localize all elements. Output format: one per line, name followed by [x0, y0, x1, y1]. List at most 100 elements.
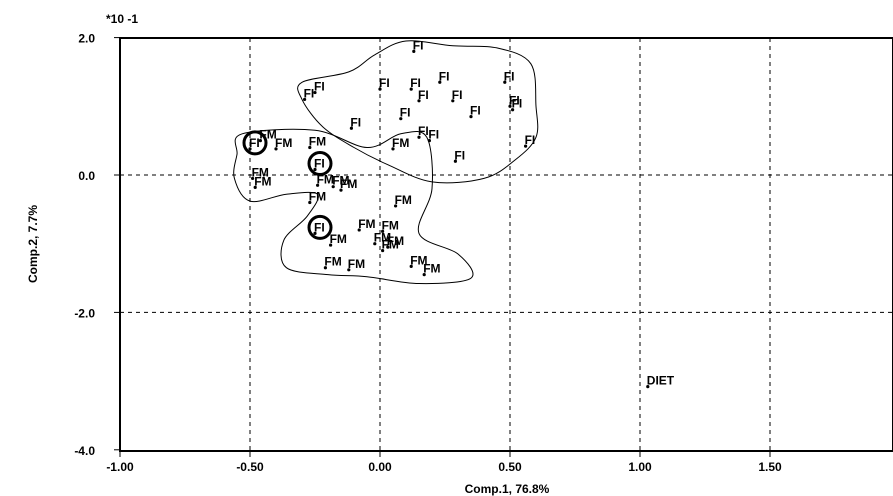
data-point-label: FI: [314, 80, 325, 94]
plot-frame: [119, 37, 893, 452]
x-tick-label: -1.00: [106, 460, 134, 474]
data-point-marker: [381, 248, 385, 253]
data-point-label: FI: [379, 76, 390, 90]
data-point-marker: [386, 245, 390, 249]
x-tick-label: 0.00: [368, 460, 392, 474]
data-point-marker: [308, 200, 312, 205]
data-point-label: FI: [525, 133, 536, 147]
data-point-label: FI: [512, 97, 523, 111]
data-point-label: FI: [314, 220, 325, 234]
data-point-marker: [349, 126, 353, 130]
data-point-label: FI: [418, 88, 429, 102]
data-point-label: FM: [324, 255, 341, 269]
highlight-circle: [307, 151, 333, 177]
data-point-marker: [258, 139, 262, 143]
data-point-label: FM: [309, 189, 326, 203]
data-point-marker: [251, 176, 255, 181]
data-point-marker: [316, 183, 320, 187]
x-tick-label: 1.50: [758, 460, 782, 474]
data-point-marker: [313, 90, 317, 95]
data-point-label: FM: [254, 174, 271, 188]
data-point-marker: [357, 228, 361, 232]
data-point-marker: [438, 80, 442, 84]
data-point-marker: [331, 185, 335, 189]
y-axis-label: Comp.2, 7.7%: [26, 205, 40, 283]
x-axis-ticks: -1.00 -0.50 0.00 0.50 1.00 1.50: [106, 451, 782, 474]
data-point-label: FM: [330, 232, 347, 246]
data-point-label: FM: [392, 136, 409, 150]
data-point-label: FI: [454, 148, 465, 162]
data-point-marker: [248, 147, 252, 151]
data-point-marker: [427, 139, 431, 143]
data-point-marker: [422, 273, 426, 277]
data-point-label: FI: [350, 115, 361, 129]
data-point-label: FM: [382, 218, 399, 232]
data-point-label: FI: [304, 86, 315, 100]
y-tick-label: -4.0: [74, 444, 95, 458]
data-point-marker: [347, 268, 351, 272]
data-point-marker: [417, 99, 421, 103]
data-point-marker: [412, 49, 416, 53]
data-point-label: FM: [374, 231, 391, 245]
data-point-marker: [409, 87, 413, 91]
data-point-marker: [378, 87, 382, 91]
data-point-marker: [409, 264, 413, 268]
data-point-label: FI: [314, 157, 325, 171]
data-point-marker: [313, 231, 317, 235]
highlight-circle: [307, 214, 333, 240]
data-point-label: FI: [452, 88, 463, 102]
data-point-label: FI: [428, 128, 439, 142]
data-point-label: FI: [418, 124, 429, 138]
data-point-marker: [469, 115, 473, 119]
data-point-label: FI: [413, 38, 424, 52]
data-point-marker: [391, 147, 395, 151]
data-point-marker: [524, 144, 528, 148]
data-point-marker: [453, 159, 457, 163]
data-point-label: FM: [395, 193, 412, 207]
data-point-marker: [646, 384, 650, 389]
data-point-label: FI: [400, 106, 411, 120]
data-point-marker: [253, 185, 257, 189]
x-tick-label: 0.50: [498, 460, 522, 474]
data-point-label: FI: [504, 69, 515, 83]
y-tick-label: 0.0: [78, 169, 95, 183]
y-multiplier-label: *10 -1: [106, 12, 138, 26]
hull-fm: [233, 128, 474, 285]
data-point-marker: [329, 243, 333, 247]
data-point-marker: [451, 99, 455, 103]
x-axis-label: Comp.1, 76.8%: [465, 482, 550, 496]
data-point-marker: [373, 242, 377, 246]
data-point-label: FI: [249, 136, 260, 150]
data-point-label: FM: [382, 238, 399, 252]
data-point-label: FM: [410, 253, 427, 267]
x-tick-label: -0.50: [236, 460, 264, 474]
data-point-label: FM: [387, 234, 404, 248]
data-point-label: FM: [348, 257, 365, 271]
data-point-marker: [399, 117, 403, 121]
data-point-label: FI: [470, 104, 481, 118]
data-point-label: DIET: [647, 374, 675, 388]
data-point-label: FM: [340, 177, 357, 191]
y-axis-ticks: 2.0 0.0 -2.0 -4.0: [74, 32, 120, 458]
data-point-label: FM: [423, 262, 440, 276]
data-point-marker: [313, 167, 317, 172]
data-point-label: FI: [509, 93, 520, 107]
hull-fi: [297, 40, 539, 184]
data-point-label: FI: [410, 76, 421, 90]
data-point-marker: [303, 97, 307, 102]
data-point-label: FM: [275, 136, 292, 150]
data-point-label: FM: [358, 217, 375, 231]
data-point-marker: [510, 108, 515, 112]
data-point-marker: [308, 145, 312, 150]
data-point-label: FM: [332, 174, 349, 188]
circled-points: [242, 130, 333, 240]
data-point-marker: [381, 229, 385, 233]
x-tick-label: 1.00: [628, 460, 652, 474]
data-point-marker: [417, 135, 421, 139]
y-tick-label: 2.0: [78, 32, 95, 46]
y-tick-label: -2.0: [74, 306, 95, 320]
data-point-marker: [394, 204, 398, 208]
data-point-marker: [339, 188, 343, 192]
